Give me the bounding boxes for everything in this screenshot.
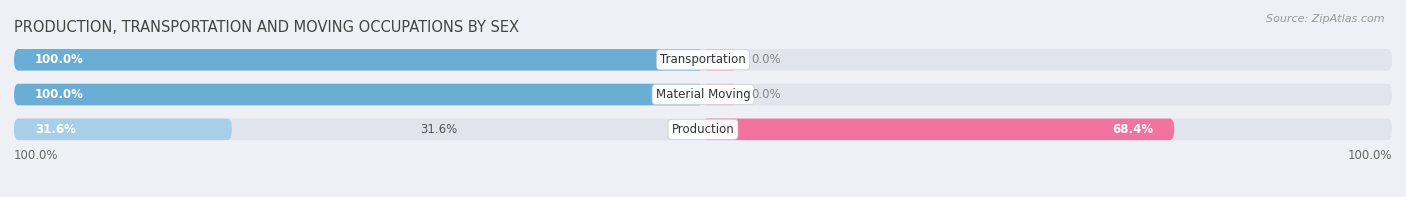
- FancyBboxPatch shape: [14, 84, 703, 105]
- Text: 0.0%: 0.0%: [751, 53, 780, 66]
- Text: 31.6%: 31.6%: [420, 123, 458, 136]
- Text: Transportation: Transportation: [661, 53, 745, 66]
- Text: 100.0%: 100.0%: [14, 149, 59, 162]
- FancyBboxPatch shape: [14, 49, 703, 71]
- Text: 100.0%: 100.0%: [35, 53, 83, 66]
- FancyBboxPatch shape: [703, 84, 738, 105]
- FancyBboxPatch shape: [14, 49, 1392, 71]
- Text: 100.0%: 100.0%: [1347, 149, 1392, 162]
- Text: Source: ZipAtlas.com: Source: ZipAtlas.com: [1267, 14, 1385, 24]
- Text: 0.0%: 0.0%: [751, 88, 780, 101]
- Text: Production: Production: [672, 123, 734, 136]
- FancyBboxPatch shape: [703, 49, 738, 71]
- Text: 31.6%: 31.6%: [35, 123, 76, 136]
- Text: 68.4%: 68.4%: [1112, 123, 1153, 136]
- FancyBboxPatch shape: [14, 119, 1392, 140]
- FancyBboxPatch shape: [14, 119, 232, 140]
- Text: PRODUCTION, TRANSPORTATION AND MOVING OCCUPATIONS BY SEX: PRODUCTION, TRANSPORTATION AND MOVING OC…: [14, 20, 519, 35]
- FancyBboxPatch shape: [703, 119, 1174, 140]
- Text: 100.0%: 100.0%: [35, 88, 83, 101]
- FancyBboxPatch shape: [14, 84, 1392, 105]
- Text: Material Moving: Material Moving: [655, 88, 751, 101]
